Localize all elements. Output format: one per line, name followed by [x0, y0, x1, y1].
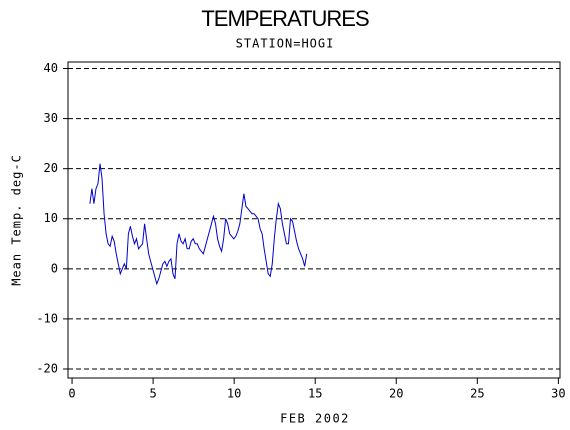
y-tick-label: 30	[44, 111, 58, 125]
x-tick-label: 15	[308, 387, 322, 401]
x-tick-label: 25	[470, 387, 484, 401]
y-tick-label: 20	[44, 161, 58, 175]
x-tick-label: 30	[551, 387, 565, 401]
x-tick-label: 10	[227, 387, 241, 401]
y-tick-label: 10	[44, 211, 58, 225]
y-tick-label: 40	[44, 61, 58, 75]
x-tick-label: 5	[149, 387, 156, 401]
plot-frame	[67, 61, 561, 379]
y-axis-label: Mean Temp. deg-C	[10, 154, 24, 286]
y-tick-label: -20	[36, 361, 58, 375]
x-tick-label: 0	[68, 387, 75, 401]
x-axis-label: FEB 2002	[280, 412, 350, 426]
data-line	[89, 163, 308, 286]
x-tick-label: 20	[389, 387, 403, 401]
chart-title: TEMPERATURES	[201, 6, 369, 31]
y-tick-label: -10	[36, 311, 58, 325]
y-tick-label: 0	[51, 261, 58, 275]
chart-subtitle: STATION=HOGI	[236, 37, 335, 51]
